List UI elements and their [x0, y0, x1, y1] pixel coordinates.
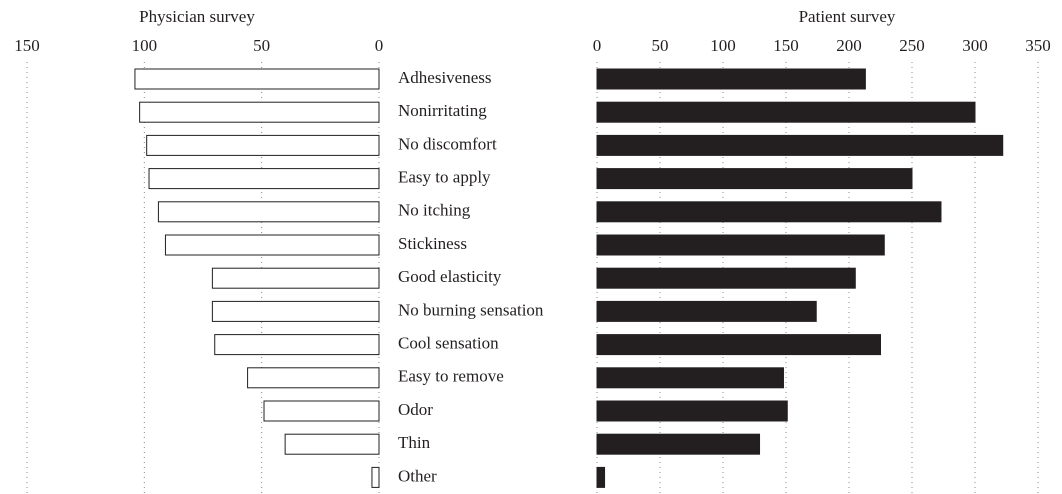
bar: [596, 334, 881, 356]
bar: [148, 168, 380, 190]
bar: [139, 101, 380, 123]
x-tick-label: 150: [773, 36, 799, 55]
chart-title: Patient survey: [799, 7, 896, 26]
bar: [596, 168, 913, 190]
x-tick-label: 0: [375, 36, 384, 55]
bar: [596, 433, 761, 455]
bar: [157, 201, 380, 223]
bar: [596, 267, 856, 289]
category-label: Odor: [398, 400, 433, 419]
x-tick-label: 200: [836, 36, 862, 55]
category-label: Cool sensation: [398, 334, 499, 353]
x-tick-label: 100: [710, 36, 736, 55]
x-tick-label: 250: [899, 36, 925, 55]
bar: [596, 201, 942, 223]
bar: [596, 400, 788, 422]
category-label: Adhesiveness: [398, 68, 491, 87]
category-label: Other: [398, 466, 437, 485]
bar: [596, 466, 606, 488]
category-label: No discomfort: [398, 134, 497, 153]
category-label: No burning sensation: [398, 300, 544, 319]
x-tick-label: 0: [593, 36, 602, 55]
category-label: Easy to remove: [398, 367, 504, 386]
category-label: Thin: [398, 433, 431, 452]
bar: [247, 367, 380, 389]
bar: [211, 267, 380, 289]
bar: [211, 300, 380, 322]
bar: [146, 134, 380, 156]
bar: [596, 68, 866, 90]
x-tick-label: 300: [962, 36, 988, 55]
bar: [596, 134, 1004, 156]
x-tick-label: 50: [253, 36, 270, 55]
bar: [134, 68, 380, 90]
bar: [214, 334, 380, 356]
bar: [371, 466, 380, 488]
category-label: No itching: [398, 201, 471, 220]
category-label: Easy to apply: [398, 168, 491, 187]
bar: [596, 101, 976, 123]
bar: [596, 234, 885, 256]
x-tick-label: 100: [132, 36, 158, 55]
bar: [596, 367, 784, 389]
category-label: Good elasticity: [398, 267, 502, 286]
category-label: Nonirritating: [398, 101, 487, 120]
x-tick-label: 150: [14, 36, 40, 55]
category-label: Stickiness: [398, 234, 467, 253]
x-tick-label: 350: [1025, 36, 1051, 55]
bar: [263, 400, 380, 422]
bar: [164, 234, 380, 256]
x-tick-label: 50: [652, 36, 669, 55]
bar: [284, 433, 380, 455]
chart-title: Physician survey: [139, 7, 255, 26]
bar: [596, 300, 817, 322]
